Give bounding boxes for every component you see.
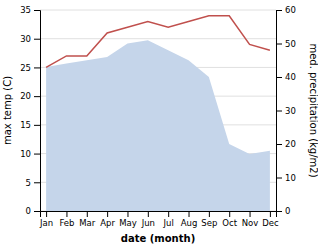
tick-mark — [148, 211, 149, 217]
tick-mark — [276, 211, 282, 212]
x-axis: Jan Feb Mar Apr May Jun Jul AugSep Oct NovDec — [39, 211, 279, 228]
tick-mark — [276, 10, 282, 11]
tick: 20 — [20, 91, 40, 101]
tick: Sep — [201, 211, 217, 228]
tick-mark — [276, 144, 282, 145]
tick: 35 — [20, 5, 40, 15]
tick-mark — [34, 10, 40, 11]
tick-mark — [34, 182, 40, 183]
x-axis-title: date (month) — [121, 233, 195, 244]
tick-label: 20 — [285, 139, 296, 149]
tick-label: 60 — [285, 5, 296, 15]
tick: 20 — [276, 139, 296, 149]
tick-label: 30 — [20, 34, 31, 44]
y2-axis: 0 10 20 30 40 50 60 — [276, 5, 296, 216]
tick-mark — [276, 111, 282, 112]
tick-label: Jun — [141, 218, 155, 228]
tick-mark — [276, 77, 282, 78]
tick-label: 0 — [26, 206, 31, 216]
y2-axis-title: med. precipitation (kg/m2) — [308, 43, 318, 177]
y-axis-title: max temp (C) — [2, 76, 13, 145]
tick: 50 — [276, 39, 296, 49]
tick-label: Mar — [79, 218, 96, 228]
tick: 15 — [20, 120, 40, 130]
tick-label: 10 — [20, 149, 31, 159]
tick-label: Dec — [262, 218, 279, 228]
tick-mark — [34, 96, 40, 97]
tick-mark — [34, 39, 40, 40]
tick-mark — [189, 211, 190, 217]
line — [46, 16, 270, 68]
tick: Mar — [79, 211, 96, 228]
tick-mark — [34, 211, 40, 212]
tick: 0 — [276, 206, 290, 216]
tick-label: Feb — [59, 218, 74, 228]
axis-line — [277, 11, 283, 212]
axis-line — [34, 11, 41, 212]
tick-label: 10 — [285, 173, 296, 183]
plot: Jan Feb Mar Apr May Jun Jul AugSep Oct NovDec 0 5 10… — [20, 5, 296, 228]
grid-line — [40, 10, 276, 11]
tick-mark — [34, 125, 40, 126]
tick: 5 — [26, 178, 40, 188]
tick-label: Apr — [100, 218, 115, 228]
axis-line — [41, 212, 277, 218]
tick-mark — [66, 211, 67, 217]
tick-label: 20 — [20, 91, 31, 101]
tick-mark — [127, 211, 128, 217]
tick-label: 40 — [285, 72, 296, 82]
tick-label: 35 — [20, 5, 31, 15]
tick-mark — [270, 211, 271, 217]
tick-mark — [209, 211, 210, 217]
tick-mark — [87, 211, 88, 217]
tick-label: 50 — [285, 39, 296, 49]
area — [46, 40, 270, 211]
tick: Dec — [262, 211, 279, 228]
tick-label: Oct — [222, 218, 237, 228]
tick: Jun — [141, 211, 155, 228]
tick-mark — [250, 211, 251, 217]
tick-mark — [229, 211, 230, 217]
tick: 30 — [276, 106, 296, 116]
tick: 30 — [20, 34, 40, 44]
tick-label: Sep — [201, 218, 217, 228]
tick: 0 — [26, 206, 40, 216]
grid — [40, 10, 276, 211]
tick-label: Nov — [242, 218, 259, 228]
tick-mark — [107, 211, 108, 217]
tick-label: 25 — [20, 63, 31, 73]
grid-line — [40, 38, 276, 39]
tick: Jul — [163, 211, 174, 228]
tick-mark — [46, 211, 47, 217]
tick-label: Aug — [181, 218, 198, 228]
tick-mark — [34, 154, 40, 155]
tick-mark — [276, 178, 282, 179]
tick-label: May — [119, 218, 137, 228]
tick: Oct — [222, 211, 237, 228]
tick: May — [119, 211, 137, 228]
tick: 10 — [276, 173, 296, 183]
tick-mark — [168, 211, 169, 217]
tick: 10 — [20, 149, 40, 159]
tick: 60 — [276, 5, 296, 15]
tick-label: Jul — [163, 218, 174, 228]
tick: Feb — [59, 211, 74, 228]
tick-mark — [276, 44, 282, 45]
tick-mark — [34, 67, 40, 68]
tick: Apr — [100, 211, 115, 228]
chart: Jan Feb Mar Apr May Jun Jul AugSep Oct NovDec 0 5 10… — [0, 0, 318, 247]
tick: 25 — [20, 63, 40, 73]
tick: Nov — [242, 211, 259, 228]
tick: Aug — [181, 211, 198, 228]
tick-label: 15 — [20, 120, 31, 130]
tick-label: Jan — [39, 218, 53, 228]
tick: 40 — [276, 72, 296, 82]
tick-label: 5 — [26, 178, 31, 188]
y-axis: 0 5 10 15 20 25 30 35 — [20, 5, 40, 216]
tick: Jan — [39, 211, 53, 228]
tick-label: 30 — [285, 106, 296, 116]
tick-label: 0 — [285, 206, 290, 216]
marks — [46, 16, 270, 211]
